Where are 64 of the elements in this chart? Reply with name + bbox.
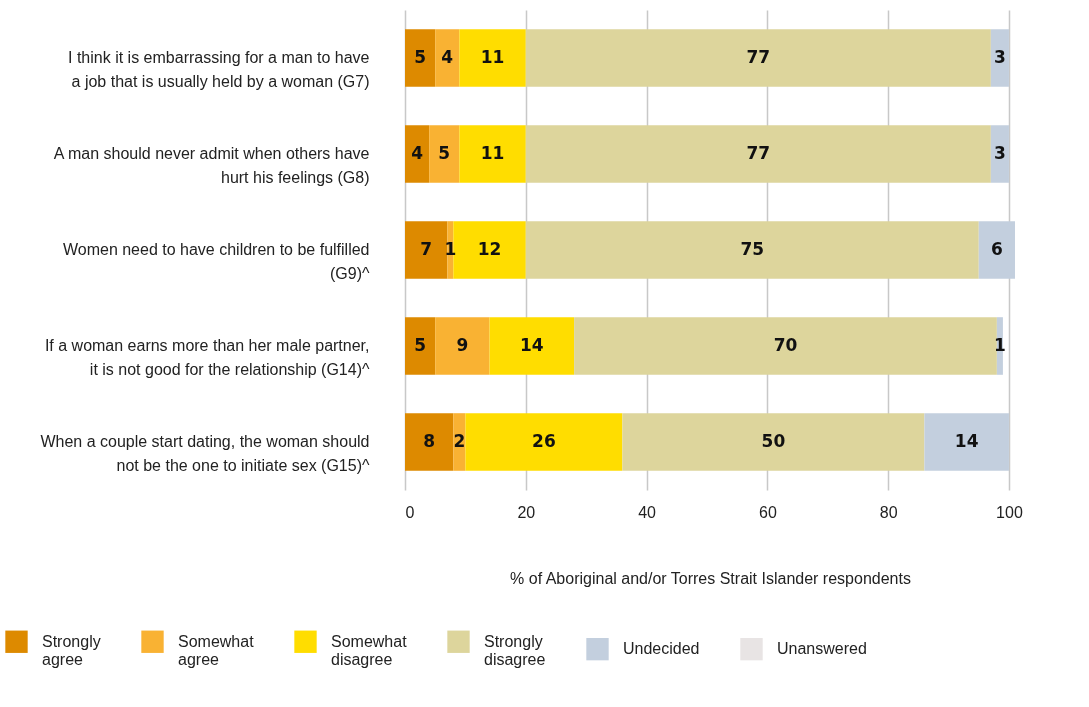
bar (978, 221, 1015, 279)
bar (489, 317, 575, 375)
bar (924, 413, 1009, 471)
data-label: 70 (773, 335, 798, 355)
y-tick-label: If a woman earns more than her male partner, it is not good for the relationship (G14)^ (44, 337, 370, 378)
data-label: 14 (954, 431, 979, 451)
x-axis-title: % of Aboriginal and/or Torres Strait Islander respondents (510, 569, 911, 587)
data-label: 14 (520, 335, 544, 355)
x-tick-label: 60 (758, 503, 777, 521)
data-label: 7 (420, 239, 433, 259)
data-label: 11 (480, 47, 505, 67)
y-tick-label: A man should never admit when others have hurt his feelings (G8) (53, 145, 370, 186)
bar (525, 125, 991, 183)
data-label: 3 (993, 47, 1006, 67)
data-label: 77 (746, 47, 771, 67)
bar (405, 413, 454, 471)
bar (429, 125, 460, 183)
x-tick-label: 100 (996, 503, 1023, 521)
data-label: 5 (414, 335, 427, 355)
data-label: 1 (993, 335, 1006, 355)
legend-label: Strongly agree (42, 632, 101, 668)
bar (459, 29, 526, 87)
data-label: 8 (423, 431, 436, 451)
legend-label: Unanswered (777, 640, 867, 658)
bar (405, 125, 430, 183)
x-tick-label: 80 (879, 503, 898, 521)
data-label: 11 (480, 143, 505, 163)
bar (990, 29, 1009, 87)
bar (405, 221, 448, 279)
bar (465, 413, 623, 471)
bar (622, 413, 925, 471)
bar (990, 125, 1009, 183)
data-label: 9 (456, 335, 469, 355)
legend-label: Somewhat agree (178, 632, 255, 668)
legend-label: Undecided (623, 640, 700, 658)
bar (435, 29, 460, 87)
data-label: 3 (993, 143, 1006, 163)
data-label: 5 (414, 47, 427, 67)
bar (459, 125, 526, 183)
data-label: 1 (444, 239, 457, 259)
x-tick-label: 40 (638, 503, 657, 521)
data-label: 5 (438, 143, 451, 163)
x-tick-label: 20 (517, 503, 536, 521)
data-label: 77 (746, 143, 771, 163)
bar (525, 29, 991, 87)
data-label: 50 (761, 431, 786, 451)
data-label: 4 (441, 47, 454, 67)
data-label: 6 (990, 239, 1003, 259)
y-tick-label: When a couple start dating, the woman should not be the one to initiate sex (G15)^ (40, 433, 370, 474)
bar (525, 221, 979, 279)
bar (574, 317, 997, 375)
y-tick-label: Women need to have children to be fulfilled (G9)^ (62, 241, 370, 282)
data-label: 2 (453, 431, 466, 451)
data-label: 12 (477, 239, 502, 259)
data-label: 26 (532, 431, 556, 451)
bar (405, 317, 436, 375)
data-label: 75 (740, 239, 765, 259)
x-tick-label: 0 (405, 503, 415, 521)
legend-label: Somewhat disagree (331, 632, 408, 668)
y-tick-label: I think it is embarrassing for a man to have a job that is usually held by a woman (G7) (68, 49, 370, 90)
legend-label: Strongly disagree (484, 632, 546, 668)
data-label: 4 (411, 143, 424, 163)
bar (435, 317, 490, 375)
bar (405, 29, 436, 87)
